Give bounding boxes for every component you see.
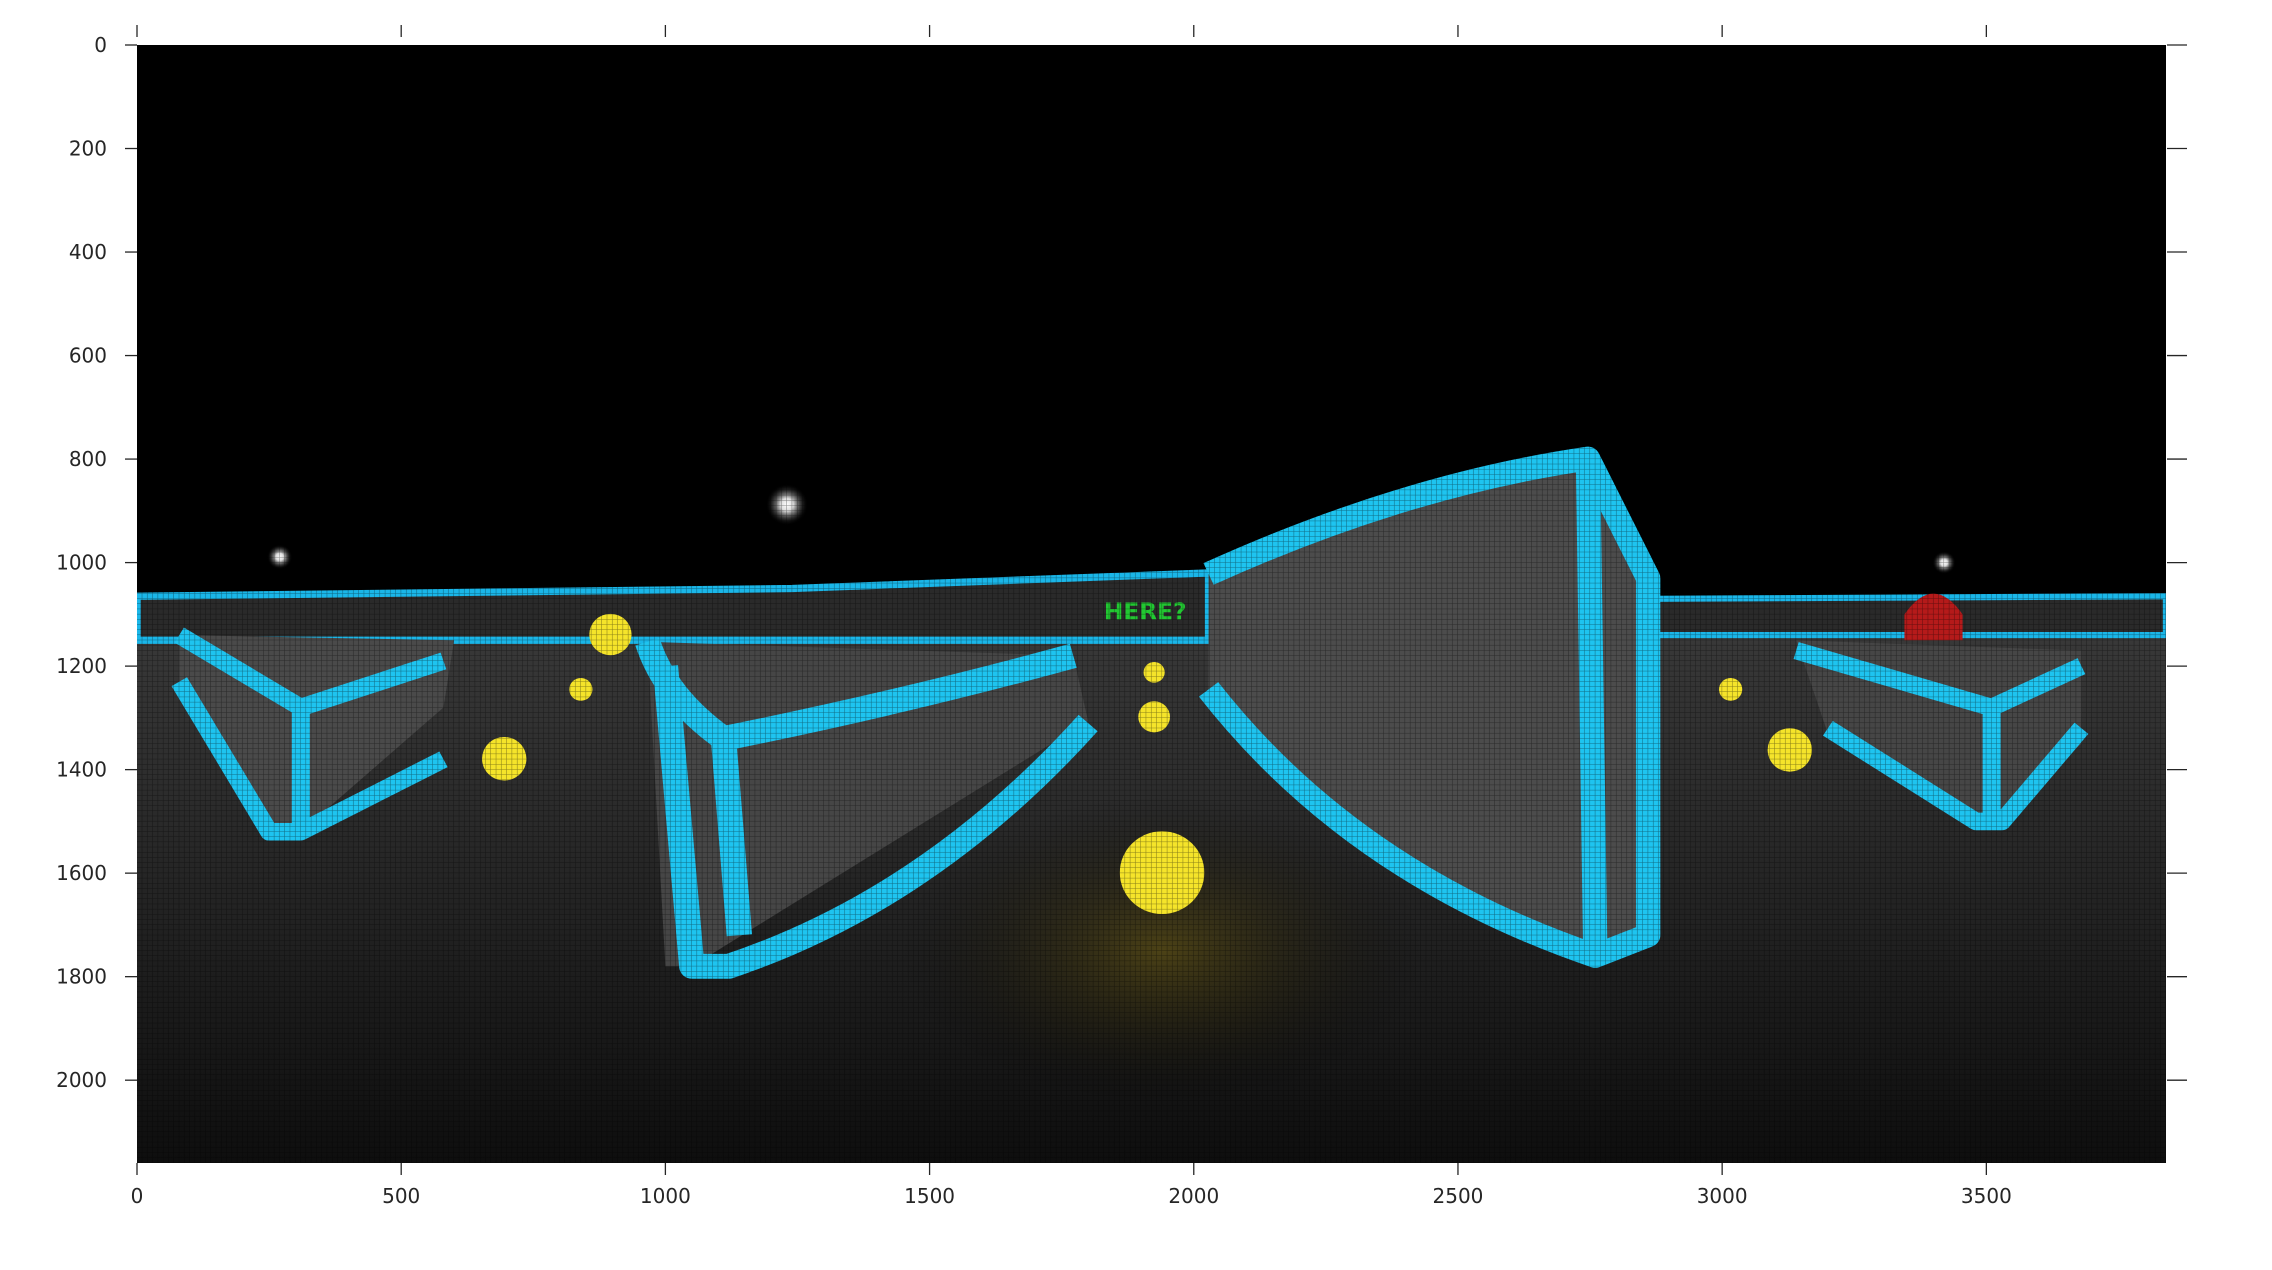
y-tick-label: 800 xyxy=(69,447,107,471)
y-tick-label: 1800 xyxy=(56,965,107,989)
axes: 0 500 1000 1500 2000 2500 3000 3500 0 200 400 600 80… xyxy=(56,25,2187,1208)
pixel-grid xyxy=(137,45,2166,1163)
y-tick-label: 1200 xyxy=(56,654,107,678)
x-tick-label: 1500 xyxy=(904,1184,955,1208)
y-tick-label: 2000 xyxy=(56,1068,107,1092)
x-tick-label: 3500 xyxy=(1961,1184,2012,1208)
x-tick-label: 1000 xyxy=(640,1184,691,1208)
x-tick-label: 500 xyxy=(382,1184,420,1208)
x-tick-label: 3000 xyxy=(1697,1184,1748,1208)
y-tick-label: 0 xyxy=(94,33,107,57)
y-tick-label: 1600 xyxy=(56,861,107,885)
y-tick-label: 200 xyxy=(69,137,107,161)
y-tick-label: 400 xyxy=(69,240,107,264)
x-tick-label: 2000 xyxy=(1168,1184,1219,1208)
x-tick-label: 0 xyxy=(131,1184,144,1208)
image: HERE? xyxy=(137,45,2166,1163)
y-tick-label: 600 xyxy=(69,344,107,368)
y-tick-label: 1000 xyxy=(56,551,107,575)
x-tick-label: 2500 xyxy=(1433,1184,1484,1208)
y-tick-label: 1400 xyxy=(56,758,107,782)
